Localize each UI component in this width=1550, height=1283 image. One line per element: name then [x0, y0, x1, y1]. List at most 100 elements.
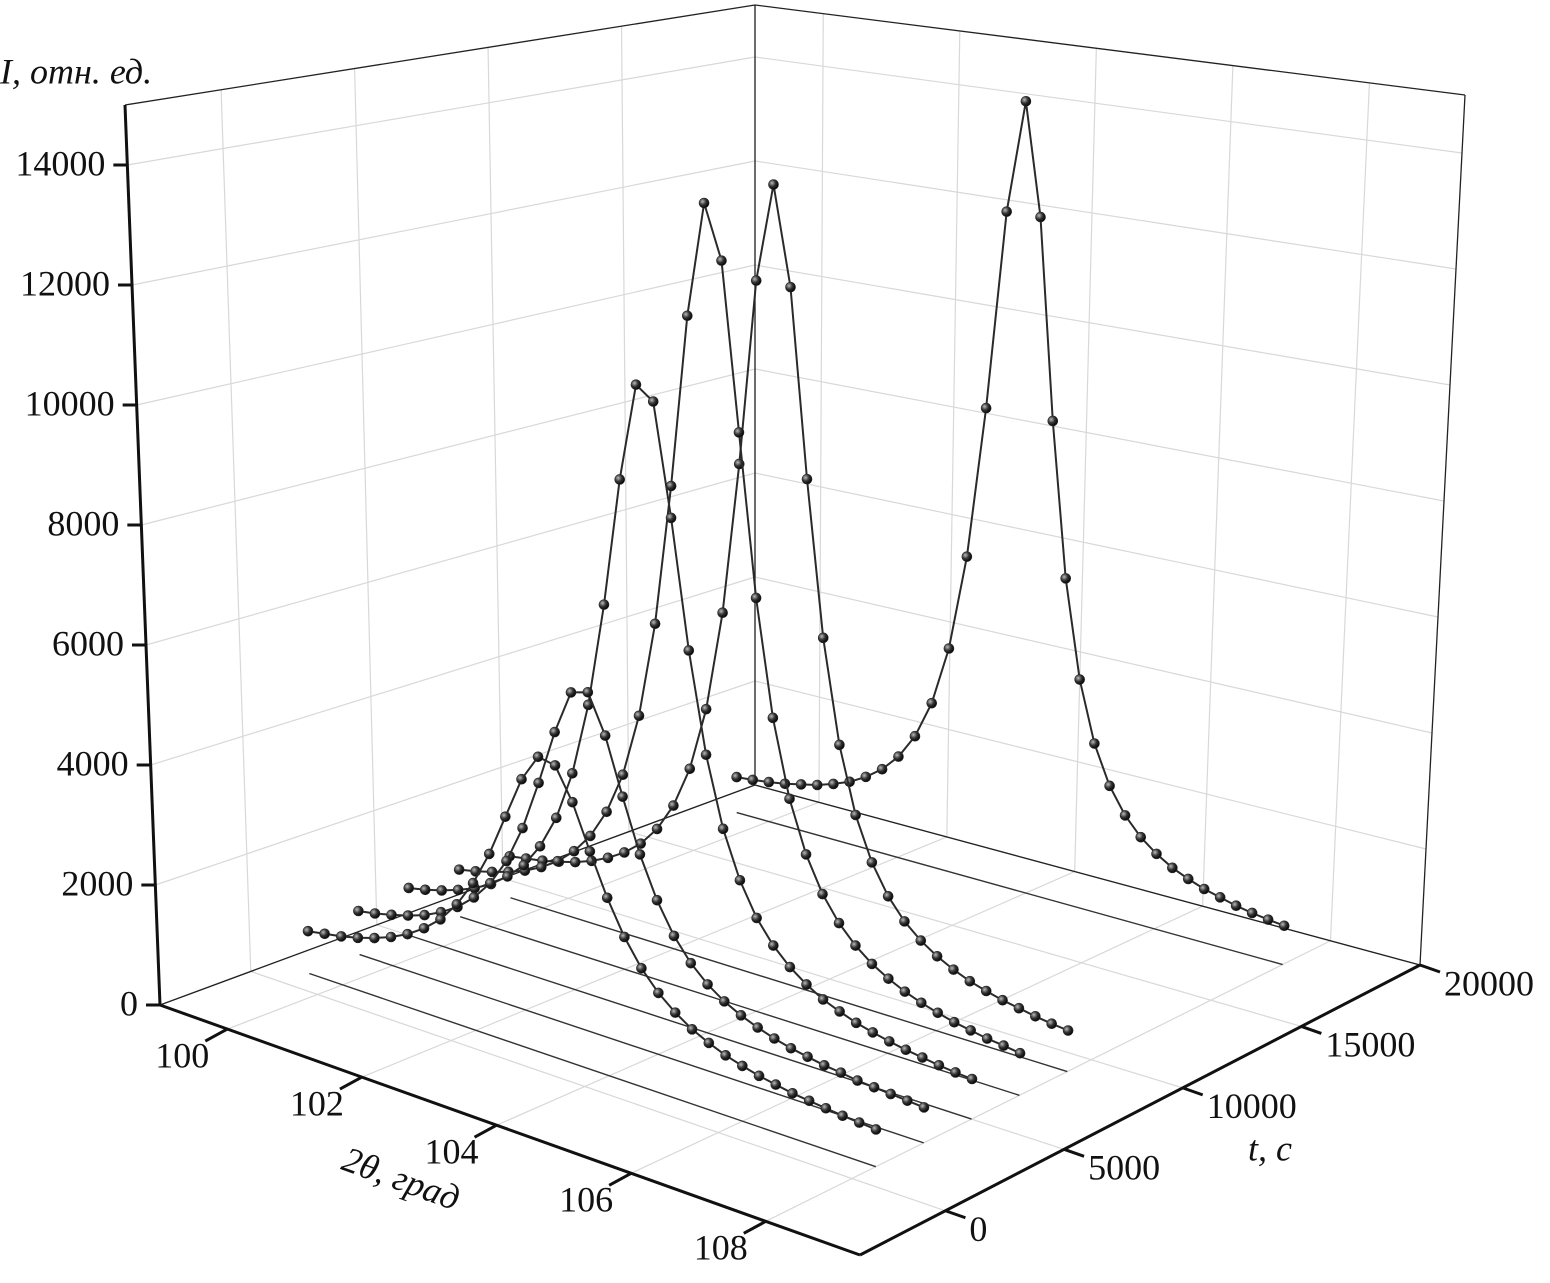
data-point [516, 773, 527, 785]
data-point [868, 1081, 880, 1093]
data-point [419, 884, 431, 896]
x-tick-label: 106 [559, 1180, 613, 1220]
baseline [510, 897, 1068, 1073]
data-point [534, 840, 546, 852]
data-point [436, 885, 448, 896]
data-point [770, 1079, 782, 1090]
z-tick-label: 12000 [20, 263, 110, 303]
data-point [535, 861, 547, 873]
data-point [720, 1050, 731, 1061]
y-tick-label: 15000 [1325, 1025, 1415, 1065]
y-axis-title: t, с [1248, 1128, 1292, 1168]
data-point [703, 1037, 715, 1049]
data-point [785, 1042, 797, 1054]
data-point [916, 997, 927, 1009]
data-point [787, 1087, 798, 1099]
data-point [737, 1060, 748, 1072]
data-point [837, 1110, 848, 1122]
data-point [653, 987, 664, 999]
data-point [820, 1102, 832, 1114]
x-tick-label: 108 [694, 1228, 748, 1268]
data-point [500, 811, 511, 822]
data-point [950, 1067, 961, 1078]
grid-line [754, 160, 1457, 270]
data-point [926, 697, 938, 709]
grid-line [141, 368, 756, 526]
data-point [403, 882, 415, 894]
z-tick-label: 10000 [25, 383, 115, 423]
data-point [533, 777, 544, 789]
data-point [1214, 892, 1226, 903]
grid-line [1201, 65, 1234, 907]
data-point [943, 643, 955, 654]
x-tick [339, 1075, 363, 1091]
data-point [899, 916, 910, 927]
grid-line [946, 30, 961, 837]
data-point [532, 751, 544, 763]
data-point [876, 763, 888, 775]
grid-line [818, 13, 824, 803]
data-point [1135, 831, 1147, 843]
baseline [736, 811, 1283, 966]
grid-line [1074, 48, 1097, 872]
data-point [352, 932, 364, 944]
data-point [565, 687, 577, 698]
data-point [335, 931, 347, 942]
data-point [980, 402, 992, 414]
data-point [1046, 1018, 1058, 1030]
data-point [483, 848, 495, 860]
data-point [834, 739, 845, 751]
data-point [850, 940, 861, 951]
data-point [833, 917, 845, 929]
z-tick-label: 4000 [57, 743, 129, 783]
data-point [767, 712, 779, 724]
data-point [818, 1060, 830, 1071]
data-point [917, 1052, 928, 1063]
grid-line [754, 264, 1451, 386]
data-point [785, 281, 796, 293]
grid-line [765, 940, 1331, 1222]
z-tick-label: 2000 [61, 863, 133, 903]
y-axis [859, 963, 1421, 1257]
data-point [763, 776, 775, 788]
data-point [883, 973, 894, 984]
box-edge [754, 784, 1421, 966]
data-point [698, 197, 710, 209]
data-point [803, 1095, 815, 1107]
data-point [1030, 1010, 1041, 1022]
data-point [518, 859, 530, 871]
data-point [665, 512, 677, 524]
data-point [682, 310, 693, 322]
data-point [685, 957, 697, 969]
data-point [486, 866, 498, 878]
y-tick-label: 5000 [1088, 1148, 1160, 1188]
data-point [1089, 738, 1100, 749]
grid-line [145, 472, 756, 646]
z-axis [123, 104, 162, 1006]
data-point [568, 845, 580, 857]
z-tick-label: 0 [120, 983, 138, 1023]
data-point [817, 632, 829, 644]
data-point [451, 898, 463, 910]
data-point [569, 856, 581, 868]
grid-line [1329, 82, 1371, 941]
data-point [617, 791, 628, 802]
z-tick-label: 6000 [52, 623, 124, 663]
x-tick-label: 102 [290, 1083, 344, 1123]
data-point [1230, 900, 1242, 912]
data-point [633, 710, 645, 722]
data-point [386, 909, 397, 921]
data-point [549, 760, 561, 771]
grid-line [754, 56, 1463, 154]
data-point [802, 1051, 813, 1063]
data-point [502, 871, 513, 882]
data-point [647, 396, 659, 407]
data-point [567, 796, 578, 808]
data-point [817, 994, 829, 1005]
data-point [501, 855, 512, 867]
data-point [811, 779, 823, 791]
grid-line [754, 680, 1427, 850]
series-line [459, 202, 1021, 1055]
data-point [1246, 907, 1258, 919]
data-point [669, 1007, 681, 1018]
